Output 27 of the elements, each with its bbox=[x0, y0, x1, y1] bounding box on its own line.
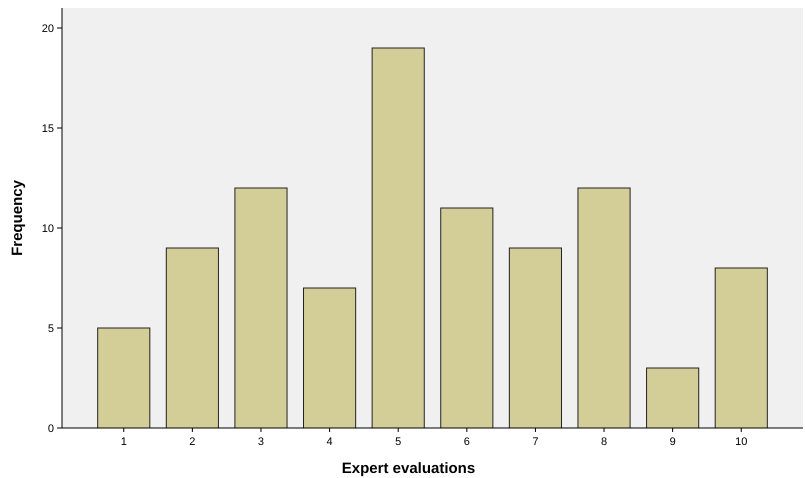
x-tick-label: 9 bbox=[670, 436, 676, 448]
bar bbox=[508, 248, 562, 428]
x-tick-label: 5 bbox=[395, 436, 402, 448]
x-axis-title: Expert evaluations bbox=[342, 460, 476, 477]
bar bbox=[714, 268, 768, 428]
bar bbox=[372, 48, 425, 428]
bar bbox=[577, 188, 631, 428]
x-tick-label: 3 bbox=[258, 436, 264, 448]
bar bbox=[303, 288, 356, 428]
bar bbox=[234, 188, 288, 428]
y-axis-title: Frequency bbox=[9, 179, 26, 256]
y-tick-label: 20 bbox=[42, 22, 54, 35]
y-tick-label: 15 bbox=[42, 122, 54, 135]
x-tick-label: 4 bbox=[326, 436, 333, 448]
y-tick-label: 10 bbox=[42, 222, 54, 235]
x-tick-label: 8 bbox=[600, 436, 608, 448]
bar bbox=[97, 328, 150, 428]
x-tick-label: 10 bbox=[735, 436, 748, 448]
x-tick-label: 1 bbox=[120, 436, 127, 448]
y-tick-label: 0 bbox=[48, 422, 54, 435]
y-tick-label: 5 bbox=[48, 322, 54, 335]
x-tick-label: 2 bbox=[189, 436, 196, 448]
x-tick-label: 6 bbox=[464, 436, 470, 448]
bar bbox=[166, 248, 219, 428]
x-tick-label: 7 bbox=[532, 436, 538, 448]
bar bbox=[440, 208, 494, 428]
bar bbox=[646, 368, 700, 428]
